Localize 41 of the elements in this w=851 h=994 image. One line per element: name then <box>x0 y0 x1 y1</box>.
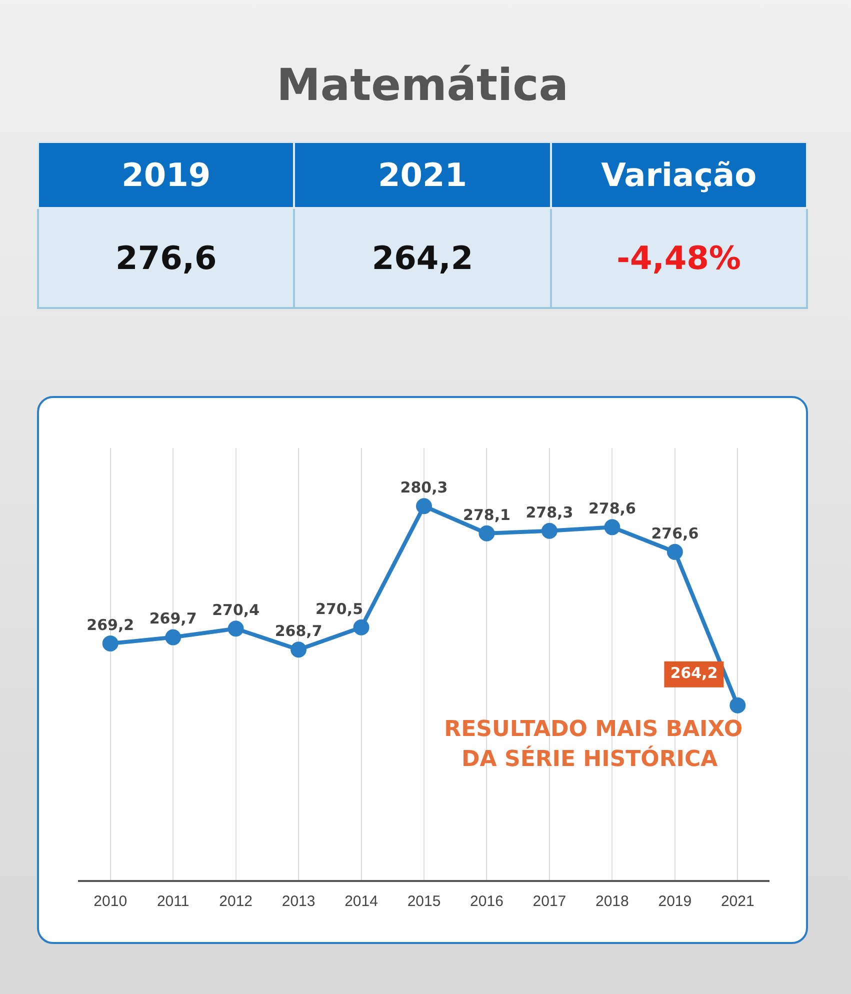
x-tick-label: 2021 <box>720 893 754 910</box>
point <box>478 525 495 542</box>
annotation: RESULTADO MAIS BAIXO DA SÉRIE HISTÓRICA <box>444 717 743 772</box>
x-tick-label: 2014 <box>344 893 378 910</box>
point <box>541 522 558 539</box>
point <box>228 620 244 637</box>
data-label: 269,2 <box>86 616 134 634</box>
x-tick-label: 2017 <box>532 893 566 910</box>
point <box>102 635 118 652</box>
x-tick-label: 2018 <box>595 893 629 910</box>
data-label: 276,6 <box>651 524 699 542</box>
x-tick-label: 2011 <box>156 893 190 910</box>
point <box>290 642 307 658</box>
data-label: 280,3 <box>400 478 448 497</box>
point <box>730 697 746 714</box>
data-label: 270,5 <box>316 600 363 618</box>
text: Matemática <box>276 60 570 111</box>
text: 264,2 <box>294 208 551 308</box>
data-label: 270,4 <box>212 601 260 620</box>
data-label: 278,1 <box>463 506 510 524</box>
data-label: 278,3 <box>526 503 574 522</box>
data-label: 264,2 <box>670 664 718 682</box>
data-label: 268,7 <box>274 622 322 640</box>
text: 2021 <box>294 142 551 208</box>
data-label: 269,7 <box>149 610 197 628</box>
text: -4,48% <box>550 208 807 308</box>
x-tick-label: 2010 <box>94 893 128 910</box>
x-tick-label: 2013 <box>282 893 316 910</box>
point <box>604 519 620 536</box>
x-tick-label: 2019 <box>658 893 692 910</box>
data-label: 278,6 <box>588 500 636 518</box>
x-tick-label: 2015 <box>407 893 441 910</box>
point <box>165 629 182 646</box>
point <box>353 619 370 636</box>
point <box>666 544 683 560</box>
x-tick-label: 2012 <box>219 893 253 910</box>
text: 2019 <box>38 142 294 208</box>
text: 276,6 <box>38 208 294 308</box>
text: Variação <box>550 142 807 208</box>
point <box>416 498 432 514</box>
x-tick-label: 2016 <box>470 893 504 910</box>
